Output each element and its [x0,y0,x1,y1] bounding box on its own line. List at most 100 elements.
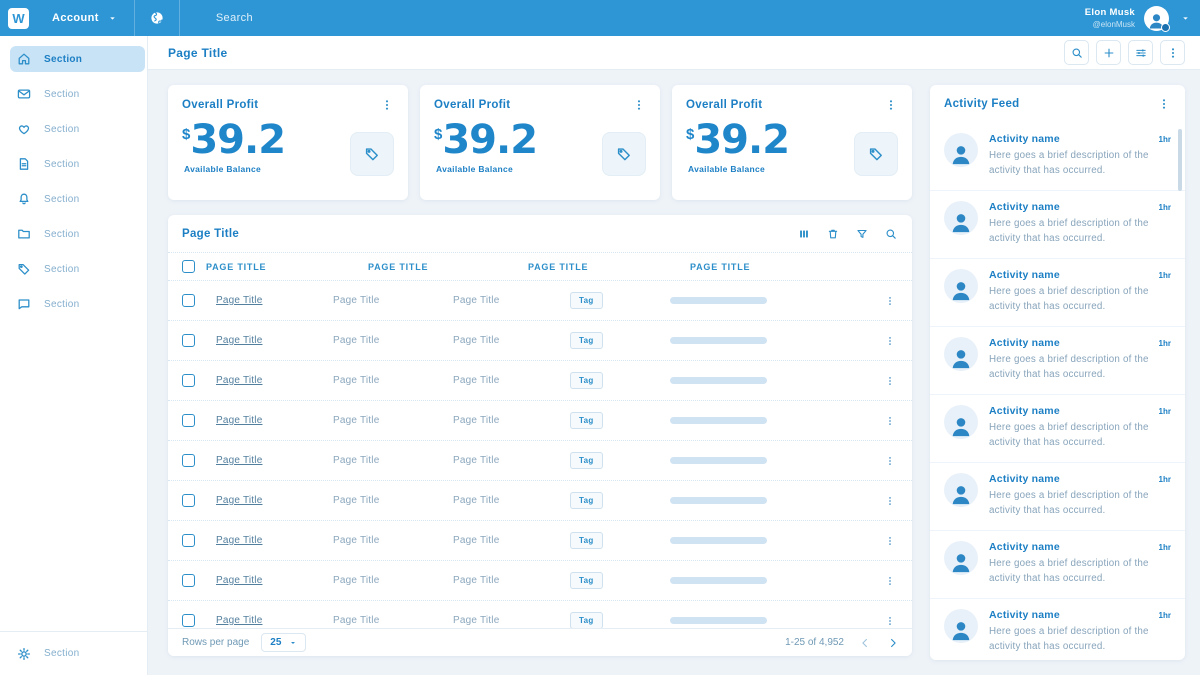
row-link[interactable]: Page Title [216,335,263,346]
row-link[interactable]: Page Title [216,615,263,626]
more-icon [889,576,891,585]
page-header: Page Title [148,36,1200,70]
stat-card-row: Overall Profit $ 39.2 Available Balance [168,85,912,200]
table-search-button[interactable] [884,227,898,241]
row-text: Page Title [333,495,380,506]
row-text: Page Title [453,535,500,546]
activity-time: 1hr [1158,543,1171,552]
activity-time: 1hr [1158,407,1171,416]
sidebar-item-section-notifications[interactable]: Section [0,186,145,212]
user-handle: @elonMusk [1092,20,1135,29]
user-menu-caret[interactable] [1169,14,1200,23]
activity-item[interactable]: Activity name 1hr Here goes a brief desc… [930,259,1185,327]
search-button[interactable] [1064,40,1089,65]
sidebar-item-section-home[interactable]: Section [10,46,145,72]
activity-description: Here goes a brief description of the act… [989,422,1149,448]
table-actions [797,227,898,241]
sidebar-item-label: Section [44,123,80,135]
select-all-checkbox[interactable] [182,260,195,273]
delete-button[interactable] [826,227,840,241]
stat-card-menu-button[interactable] [884,98,898,112]
account-menu-button[interactable]: Account [52,12,117,24]
user-menu[interactable]: Elon Musk @elonMusk [1085,5,1200,32]
row-text: Page Title [333,535,380,546]
row-menu-button[interactable] [884,335,896,347]
row-checkbox[interactable] [182,334,195,347]
row-checkbox[interactable] [182,454,195,467]
columns-button[interactable] [797,227,811,241]
stat-value: 39.2 [190,117,286,163]
avatar [944,473,978,507]
row-menu-button[interactable] [884,495,896,507]
tag-action-button[interactable] [350,132,394,176]
row-checkbox[interactable] [182,294,195,307]
stat-card-menu-button[interactable] [380,98,394,112]
row-checkbox[interactable] [182,494,195,507]
chevron-left-icon [862,638,867,647]
activity-item[interactable]: Activity name 1hr Here goes a brief desc… [930,191,1185,259]
row-link[interactable]: Page Title [216,455,263,466]
more-icon [889,296,891,305]
row-link[interactable]: Page Title [216,535,263,546]
stat-card-menu-button[interactable] [632,98,646,112]
row-checkbox[interactable] [182,414,195,427]
next-page-button[interactable] [886,636,900,650]
scrollbar-thumb[interactable] [1178,129,1182,191]
rows-per-page-select[interactable]: 25 [261,633,307,652]
sidebar-item-section-favorites[interactable]: Section [0,116,145,142]
row-text: Page Title [333,295,380,306]
row-menu-button[interactable] [884,535,896,547]
row-link[interactable]: Page Title [216,375,263,386]
tag-action-button[interactable] [602,132,646,176]
row-checkbox[interactable] [182,374,195,387]
row-menu-button[interactable] [884,375,896,387]
activity-item[interactable]: Activity name 1hr Here goes a brief desc… [930,395,1185,463]
row-checkbox[interactable] [182,534,195,547]
table-row: Page Title Page Title Page Title Tag [168,321,912,361]
row-checkbox[interactable] [182,614,195,627]
row-menu-button[interactable] [884,295,896,307]
page: Page Title [148,36,1200,675]
previous-page-button[interactable] [858,636,872,650]
row-text: Page Title [453,615,500,626]
avatar[interactable] [1144,5,1170,32]
sidebar-item-section-tags[interactable]: Section [0,256,145,282]
column-header: PAGE TITLE [528,261,589,272]
tag-action-button[interactable] [854,132,898,176]
activity-description: Here goes a brief description of the act… [989,626,1149,652]
activity-item[interactable]: Activity name 1hr Here goes a brief desc… [930,599,1185,660]
adjustments-button[interactable] [1128,40,1153,65]
sidebar-item-section-mail[interactable]: Section [0,81,145,107]
activity-item[interactable]: Activity name 1hr Here goes a brief desc… [930,463,1185,531]
stat-caption: Available Balance [436,164,514,174]
row-link[interactable]: Page Title [216,415,263,426]
row-link[interactable]: Page Title [216,495,263,506]
globe-button[interactable] [135,10,179,26]
row-menu-button[interactable] [884,575,896,587]
more-button[interactable] [1160,40,1185,65]
row-checkbox[interactable] [182,574,195,587]
activity-feed-menu-button[interactable] [1157,97,1171,111]
row-menu-button[interactable] [884,455,896,467]
row-link[interactable]: Page Title [216,295,263,306]
stat-card-title: Overall Profit [434,99,511,111]
activity-item[interactable]: Activity name 1hr Here goes a brief desc… [930,327,1185,395]
filter-button[interactable] [855,227,869,241]
row-menu-button[interactable] [884,615,896,627]
sidebar-item-settings[interactable]: Section [0,631,147,675]
sidebar-item-section-folders[interactable]: Section [0,221,145,247]
status-badge [1161,22,1170,32]
search-input[interactable] [215,12,536,24]
sidebar-item-section-documents[interactable]: Section [0,151,145,177]
activity-item[interactable]: Activity name 1hr Here goes a brief desc… [930,531,1185,599]
sidebar-item-section-messages[interactable]: Section [0,291,145,317]
activity-name: Activity name [989,405,1060,417]
activity-item[interactable]: Activity name 1hr Here goes a brief desc… [930,123,1185,191]
more-icon [889,456,891,465]
avatar [944,541,978,575]
row-link[interactable]: Page Title [216,575,263,586]
table-column-header-row: PAGE TITLE PAGE TITLE PAGE TITLE PAGE TI… [168,253,912,281]
row-menu-button[interactable] [884,415,896,427]
add-button[interactable] [1096,40,1121,65]
more-icon [1162,99,1166,109]
